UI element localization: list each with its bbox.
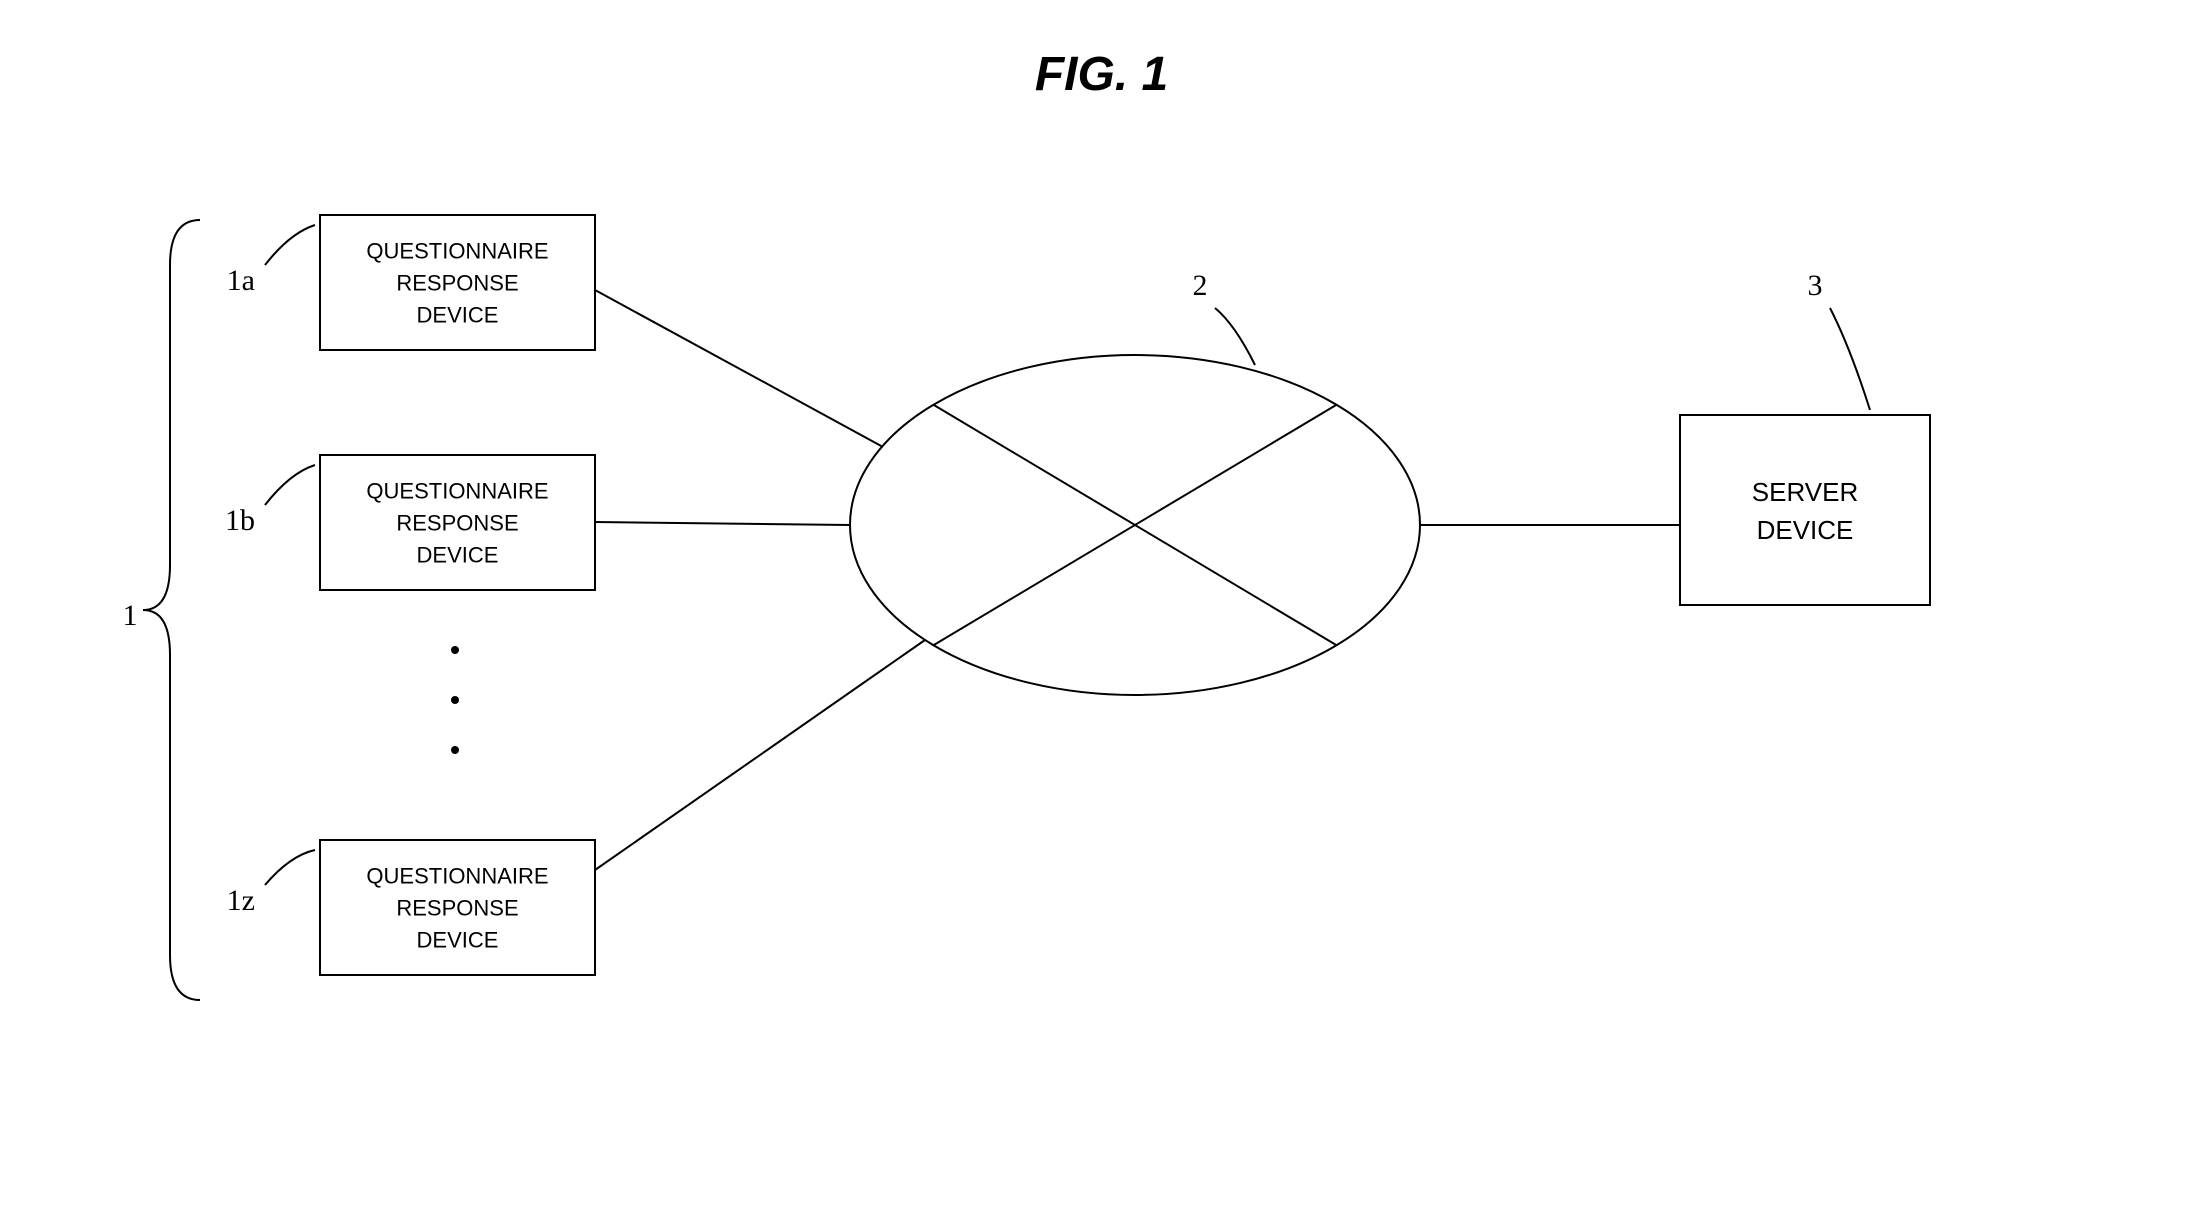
lead-line xyxy=(265,225,315,265)
link-line xyxy=(595,522,850,525)
network-node xyxy=(850,355,1420,695)
figure-svg: FIG. 1 1 QUESTIONNAIRE RESPONSE DEVICE 1a QUES… xyxy=(0,0,2203,1226)
ellipsis-dot xyxy=(451,646,459,654)
device-1b: QUESTIONNAIRE RESPONSE DEVICE xyxy=(320,455,595,590)
group-brace xyxy=(143,220,200,1000)
server-label: SERVER xyxy=(1752,477,1858,507)
device-label: RESPONSE xyxy=(396,896,518,921)
device-label: DEVICE xyxy=(417,928,499,953)
ellipsis-dot xyxy=(451,696,459,704)
device-1z: QUESTIONNAIRE RESPONSE DEVICE xyxy=(320,840,595,975)
link-line xyxy=(595,640,925,870)
link-line xyxy=(595,290,883,447)
device-label: QUESTIONNAIRE xyxy=(366,864,548,889)
lead-line xyxy=(265,465,315,505)
device-label: QUESTIONNAIRE xyxy=(366,479,548,504)
device-label: DEVICE xyxy=(417,303,499,328)
server-ref: 3 xyxy=(1808,269,1823,302)
device-ref: 1a xyxy=(227,264,255,297)
lead-line xyxy=(265,850,315,885)
figure-title: FIG. 1 xyxy=(1035,48,1168,101)
group-ref-1: 1 xyxy=(123,599,138,632)
lead-line xyxy=(1830,308,1870,410)
ellipsis-dot xyxy=(451,746,459,754)
server-node: SERVER DEVICE xyxy=(1680,415,1930,605)
device-label: DEVICE xyxy=(417,543,499,568)
network-ref: 2 xyxy=(1193,269,1208,302)
lead-line xyxy=(1215,308,1255,365)
device-label: RESPONSE xyxy=(396,511,518,536)
device-ref: 1b xyxy=(225,504,255,537)
device-ref: 1z xyxy=(227,884,255,917)
device-1a: QUESTIONNAIRE RESPONSE DEVICE xyxy=(320,215,595,350)
server-label: DEVICE xyxy=(1757,515,1854,545)
device-label: RESPONSE xyxy=(396,271,518,296)
device-label: QUESTIONNAIRE xyxy=(366,239,548,264)
